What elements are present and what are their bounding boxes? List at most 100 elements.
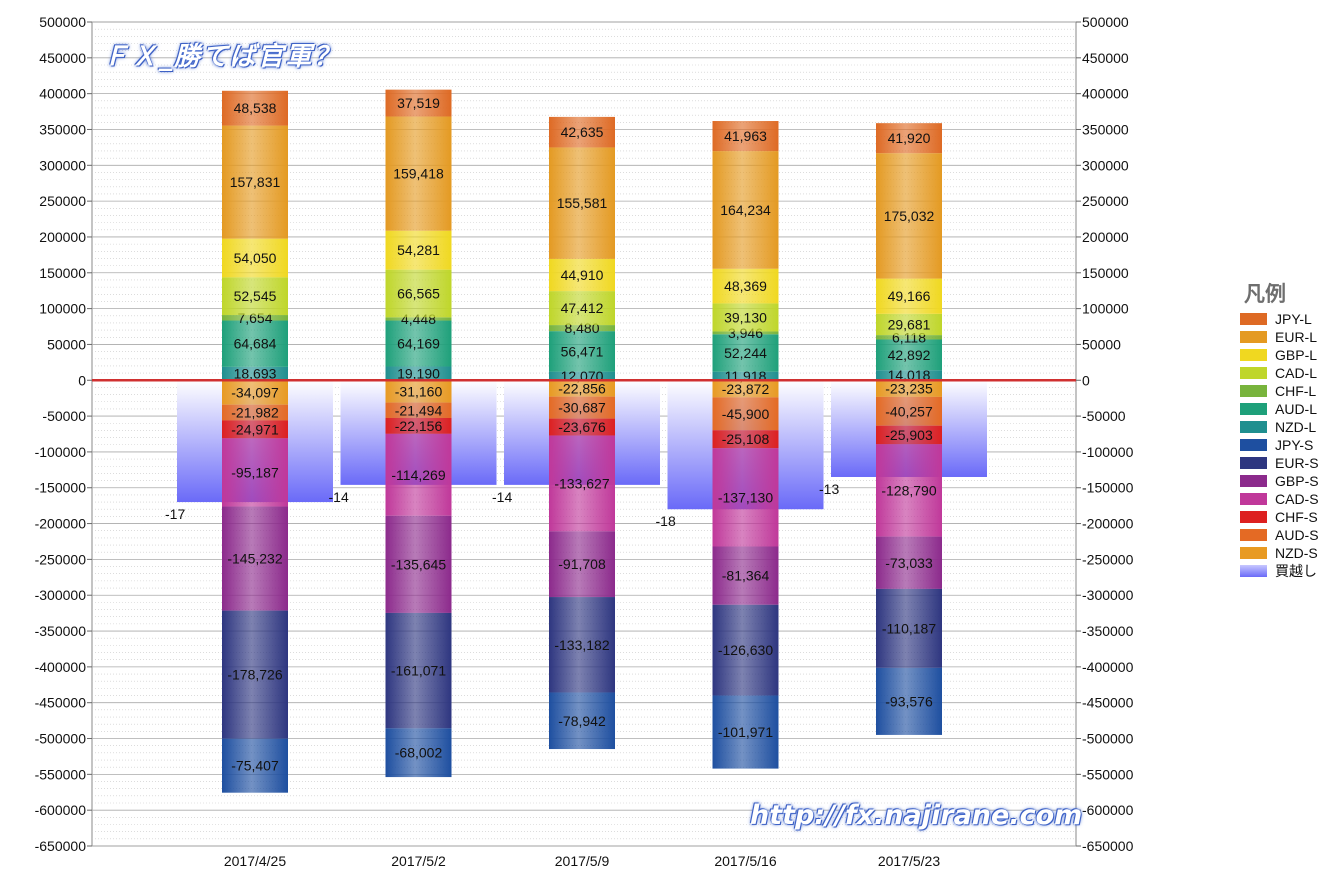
data-label: -137,130 bbox=[718, 489, 773, 505]
data-label: -23,872 bbox=[722, 381, 770, 397]
legend-swatch bbox=[1240, 511, 1267, 523]
bar-segment bbox=[549, 435, 615, 532]
bar-segment bbox=[712, 331, 779, 335]
data-label: 157,831 bbox=[230, 174, 281, 190]
bar-segment bbox=[876, 123, 942, 154]
bar-segment bbox=[385, 230, 452, 270]
legend-item: CHF-L bbox=[1240, 382, 1319, 400]
bar-segment bbox=[549, 396, 615, 419]
legend-swatch bbox=[1240, 475, 1267, 487]
data-label: 175,032 bbox=[884, 208, 935, 224]
data-label: -161,071 bbox=[391, 663, 446, 679]
data-label: 54,281 bbox=[397, 242, 440, 258]
data-label: 52,244 bbox=[724, 345, 767, 361]
legend-swatch bbox=[1240, 403, 1267, 415]
legend-label: CHF-L bbox=[1275, 383, 1317, 399]
y-tick-label-left: -600000 bbox=[35, 802, 87, 818]
data-label: -34,097 bbox=[231, 384, 279, 400]
data-label: -73,033 bbox=[885, 555, 933, 571]
data-label: -93,576 bbox=[885, 693, 933, 709]
legend-label: CAD-S bbox=[1275, 491, 1319, 507]
data-label: 64,684 bbox=[234, 336, 277, 352]
legend-label: CHF-S bbox=[1275, 509, 1318, 525]
legend-item: CAD-L bbox=[1240, 364, 1319, 382]
data-label: 41,963 bbox=[724, 128, 767, 144]
legend-swatch bbox=[1240, 439, 1267, 451]
bar-segment bbox=[712, 695, 779, 769]
y-tick-label-left: -350000 bbox=[35, 623, 87, 639]
bar-segment bbox=[385, 402, 452, 418]
y-tick-label-right: 500000 bbox=[1082, 14, 1129, 30]
data-label: 54,050 bbox=[234, 250, 277, 266]
data-label: 48,538 bbox=[234, 100, 277, 116]
data-label: 66,565 bbox=[397, 285, 440, 301]
y-tick-label-right: 150000 bbox=[1082, 265, 1129, 281]
data-label: -178,726 bbox=[227, 667, 282, 683]
y-tick-label-left: 350000 bbox=[39, 121, 86, 137]
bar-segment bbox=[876, 370, 942, 381]
legend-swatch bbox=[1240, 313, 1267, 325]
data-label: -133,627 bbox=[554, 475, 609, 491]
bar-segment bbox=[385, 317, 452, 321]
legend-label: CAD-L bbox=[1275, 365, 1318, 381]
net-bar-label: -13 bbox=[819, 481, 839, 497]
data-label: -25,108 bbox=[722, 431, 770, 447]
bar-segment bbox=[222, 90, 288, 126]
bar-segment bbox=[876, 396, 942, 426]
bar-segment bbox=[385, 417, 452, 434]
y-tick-label-left: -650000 bbox=[35, 838, 87, 854]
legend-item: EUR-L bbox=[1240, 328, 1319, 346]
bar-segment bbox=[549, 371, 615, 381]
y-tick-label-left: -250000 bbox=[35, 551, 87, 567]
bar-segment bbox=[222, 420, 288, 439]
y-tick-label-left: -50000 bbox=[42, 408, 86, 424]
data-label: -31,160 bbox=[395, 383, 443, 399]
data-label: 164,234 bbox=[720, 202, 771, 218]
legend-item: CHF-S bbox=[1240, 508, 1319, 526]
bar-segment bbox=[222, 366, 288, 381]
y-tick-label-right: -600000 bbox=[1082, 802, 1134, 818]
data-label: 29,681 bbox=[888, 316, 931, 332]
bar-segment bbox=[222, 404, 288, 421]
bar-segment bbox=[876, 667, 942, 735]
data-label: -25,903 bbox=[885, 427, 933, 443]
y-tick-label-left: 300000 bbox=[39, 157, 86, 173]
bar-segment bbox=[549, 380, 615, 397]
net-bar-label: -17 bbox=[165, 506, 185, 522]
bar-segment bbox=[385, 269, 452, 318]
bar-segment bbox=[712, 397, 779, 431]
bar-segment bbox=[712, 121, 779, 152]
data-label: 64,169 bbox=[397, 336, 440, 352]
data-label: -22,156 bbox=[395, 418, 443, 434]
data-label: -78,942 bbox=[558, 713, 606, 729]
legend-item: GBP-S bbox=[1240, 472, 1319, 490]
bar-segment bbox=[876, 444, 942, 537]
data-label: 41,920 bbox=[888, 130, 931, 146]
watermark-url: http://fx.najirane.com bbox=[750, 800, 1083, 831]
y-tick-label-right: -250000 bbox=[1082, 551, 1134, 567]
y-tick-label-left: -100000 bbox=[35, 444, 87, 460]
y-tick-label-right: -350000 bbox=[1082, 623, 1134, 639]
y-tick-label-right: 200000 bbox=[1082, 229, 1129, 245]
y-tick-label-right: -300000 bbox=[1082, 587, 1134, 603]
legend-item: AUD-L bbox=[1240, 400, 1319, 418]
net-bar-label: -14 bbox=[492, 489, 512, 505]
data-label: -91,708 bbox=[558, 556, 606, 572]
y-tick-label-right: -650000 bbox=[1082, 838, 1134, 854]
y-tick-label-right: 300000 bbox=[1082, 157, 1129, 173]
legend-label: NZD-S bbox=[1275, 545, 1318, 561]
bar-segment bbox=[549, 418, 615, 436]
legend-swatch bbox=[1240, 547, 1267, 559]
bar-segment bbox=[876, 588, 942, 668]
y-tick-label-right: -200000 bbox=[1082, 516, 1134, 532]
y-tick-label-left: -200000 bbox=[35, 516, 87, 532]
data-label: 52,545 bbox=[234, 288, 277, 304]
bar-segment bbox=[385, 380, 452, 403]
bar-segment bbox=[385, 515, 452, 613]
legend-item: CAD-S bbox=[1240, 490, 1319, 508]
y-tick-label-left: 400000 bbox=[39, 86, 86, 102]
bar-segment bbox=[712, 334, 779, 372]
data-label: -23,676 bbox=[558, 419, 606, 435]
legend-item: JPY-L bbox=[1240, 310, 1319, 328]
